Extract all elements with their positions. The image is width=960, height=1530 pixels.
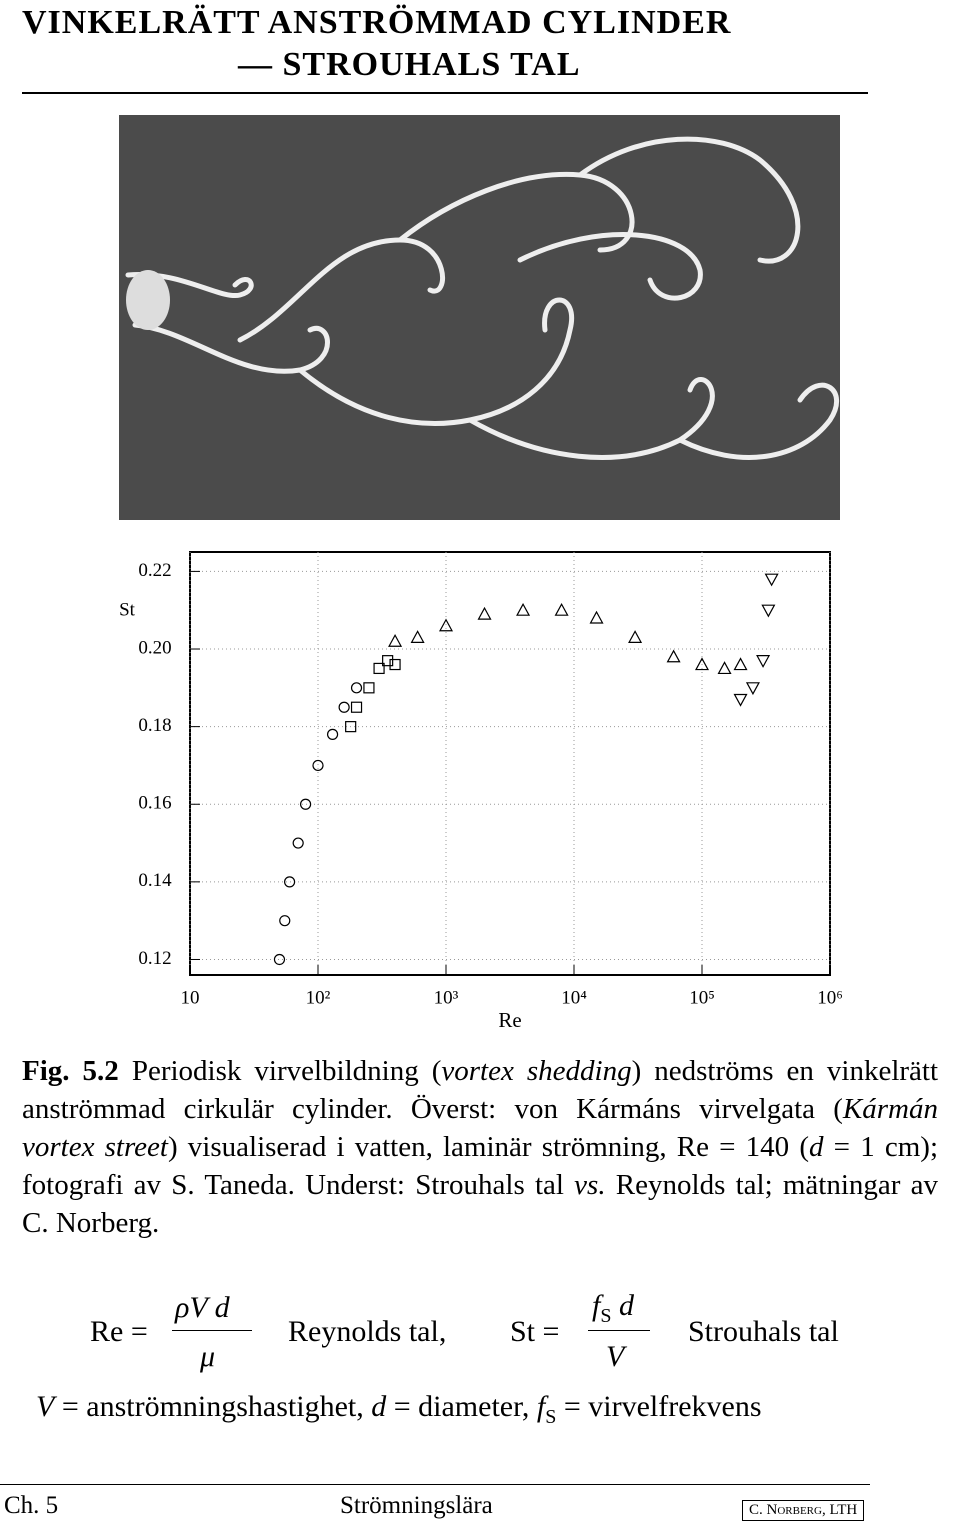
formulas: Re = ρV d μ Reynolds tal, St = fS d V St…	[0, 1285, 960, 1385]
formula-text: ρV d	[175, 1291, 230, 1324]
caption-text: Reynolds tal; mätningar av C. Norberg.	[22, 1169, 939, 1239]
formula-text: Strouhals tal	[688, 1315, 839, 1348]
x-tick-label: 10³	[434, 987, 459, 1008]
data-point	[284, 876, 296, 888]
data-point	[756, 655, 771, 668]
formula-text: Re =	[90, 1315, 148, 1348]
data-point	[279, 915, 291, 927]
caption: Fig. 5.2 Periodisk virvelbildning (vorte…	[22, 1052, 938, 1242]
data-point	[312, 759, 324, 772]
formula-text: S	[600, 1305, 612, 1327]
data-point	[694, 657, 710, 671]
y-tick-label: 0.12	[138, 948, 171, 969]
data-point	[373, 662, 385, 675]
data-point	[733, 693, 748, 707]
figure: 10 10² 10³ 10⁴ 10⁵ 10⁶ 0.12 0.14 0.16 0.18 0.20 0.2…	[119, 115, 843, 1032]
x-tick-label: 10⁶	[817, 987, 843, 1008]
data-point	[628, 630, 643, 643]
data-point	[363, 682, 375, 694]
title-line: VINKELRÄTT ANSTRÖMMAD CYLINDER	[22, 4, 732, 41]
data-point	[438, 618, 454, 632]
footer-rule	[0, 1484, 870, 1485]
data-point	[299, 798, 312, 810]
data-point	[350, 701, 363, 713]
caption-text: ) nedströms en vinkelrätt anströmmad cir…	[22, 1055, 939, 1125]
caption-text: vs.	[574, 1169, 606, 1201]
plot-frame	[189, 551, 831, 976]
data-point	[273, 953, 286, 966]
definition-text: V	[36, 1390, 55, 1423]
chapter: Ch. 5	[4, 1492, 59, 1519]
data-point	[745, 682, 760, 696]
caption-text: Kármán vortex street	[22, 1093, 938, 1163]
formula-text: d	[611, 1289, 634, 1322]
data-point	[764, 573, 779, 587]
data-point	[326, 728, 339, 740]
x-tick-label: 10⁴	[561, 987, 587, 1008]
data-point	[666, 649, 681, 663]
data-point	[733, 657, 748, 671]
photo	[119, 115, 840, 520]
title-line: — STROUHALS TAL	[238, 46, 581, 83]
data-point	[338, 701, 350, 713]
data-point	[388, 634, 403, 647]
y-axis-label: St	[119, 599, 136, 620]
definition-text: f	[536, 1390, 546, 1423]
y-tick-label: 0.14	[138, 870, 172, 891]
y-tick-label: 0.20	[138, 637, 171, 658]
definition-text: = virvelfrekvens	[556, 1390, 762, 1423]
book-title: Strömningslära	[340, 1492, 493, 1519]
caption-text: = 1 cm); fotografi av S. Taneda. Underst…	[22, 1131, 939, 1201]
header: VINKELRÄTT ANSTRÖMMAD CYLINDER — STROUHA…	[22, 2, 731, 86]
formula-text: f	[592, 1289, 601, 1322]
data-point	[717, 661, 732, 675]
x-axis-label: Re	[498, 1008, 521, 1032]
caption-text: d	[809, 1131, 824, 1163]
data-point	[389, 658, 401, 671]
caption-text: vortex shedding	[441, 1055, 632, 1087]
x-tick-label: 10²	[306, 987, 331, 1008]
data-point	[382, 655, 394, 667]
header-rule	[22, 92, 868, 94]
data-point	[292, 837, 304, 849]
definition-text: S	[545, 1406, 557, 1428]
data-point	[554, 602, 569, 616]
plot: 10 10² 10³ 10⁴ 10⁵ 10⁶ 0.12 0.14 0.16 0.18 0.20 0.2…	[119, 552, 843, 1032]
data-point	[761, 604, 776, 618]
formula-text: St =	[510, 1315, 560, 1348]
caption-text: Periodisk virvelbildning (	[118, 1055, 442, 1087]
y-tick-label: 0.22	[138, 560, 171, 581]
y-tick-label: 0.16	[138, 793, 171, 814]
data-point	[350, 682, 363, 694]
definition-text: = diameter,	[386, 1390, 537, 1423]
data-point	[410, 630, 425, 643]
formula-text: V	[606, 1340, 625, 1373]
data-point	[345, 721, 357, 733]
fraction-bar	[588, 1330, 650, 1331]
formula-text: Reynolds tal,	[288, 1315, 447, 1348]
definition-text: = anströmningshastighet,	[54, 1390, 372, 1423]
x-tick-label: 10⁵	[689, 987, 715, 1008]
data-point	[516, 602, 531, 616]
author: C. Norberg, LTH	[742, 1500, 865, 1521]
caption-text: ) visualiserad i vatten, laminär strömni…	[167, 1131, 809, 1163]
x-tick-label: 10	[181, 987, 200, 1008]
data-point	[589, 610, 604, 624]
data-point	[477, 606, 492, 620]
definitions: V = anströmningshastighet, d = diameter,…	[36, 1390, 762, 1429]
fraction-bar	[172, 1330, 252, 1331]
figure-number: Fig. 5.2	[22, 1055, 119, 1087]
formula-text: μ	[200, 1340, 216, 1373]
definition-text: d	[371, 1390, 387, 1423]
y-tick-label: 0.18	[138, 715, 171, 736]
